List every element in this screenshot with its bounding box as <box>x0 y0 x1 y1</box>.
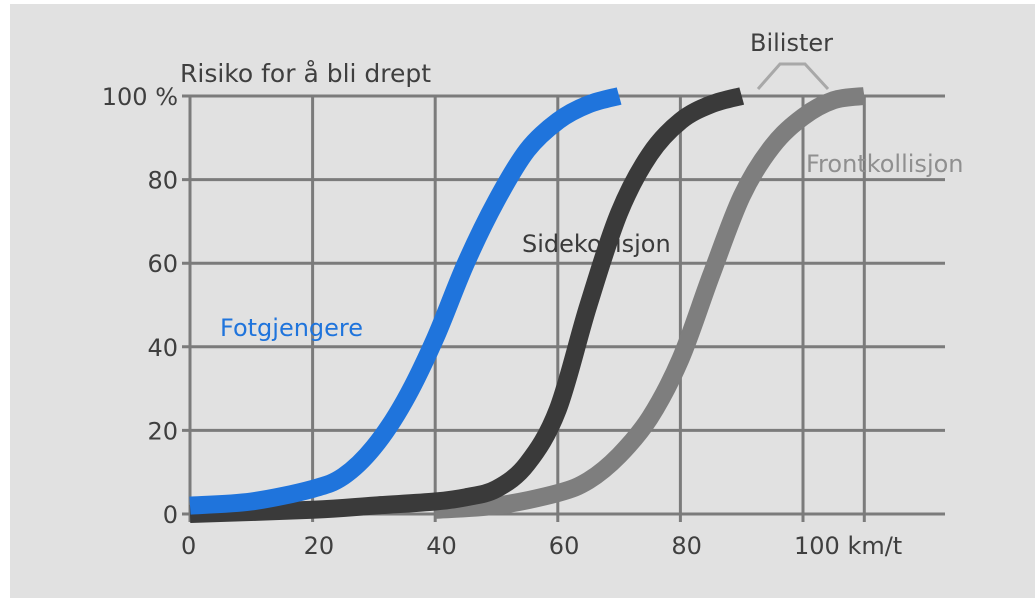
y-tick-label: 0 <box>163 501 178 529</box>
risk-chart: 0 20 40 60 80 100 % 0 20 40 60 80 100 km/t Risiko … <box>102 29 964 560</box>
y-tick-label: 100 % <box>102 83 178 111</box>
group-label-bracket <box>756 62 830 91</box>
series-label-sidekollisjon: Sidekollisjon <box>522 230 671 258</box>
group-label: Bilister <box>750 29 833 91</box>
y-tick-label: 60 <box>147 250 178 278</box>
grid <box>182 94 945 522</box>
series-label-fotgjengere: Fotgjengere <box>220 314 363 342</box>
series-label-frontkollisjon: Frontkollisjon <box>806 150 964 178</box>
series-line-frontkollisjon <box>434 87 866 519</box>
x-tick-label: 100 km/t <box>794 532 902 560</box>
y-tick-label: 40 <box>147 334 178 362</box>
chart-panel: 0 20 40 60 80 100 % 0 20 40 60 80 100 km/t Risiko … <box>10 4 1035 598</box>
chart-title: Risiko for å bli drept <box>180 59 431 88</box>
x-tick-label: 20 <box>304 532 335 560</box>
group-label-text: Bilister <box>750 29 833 57</box>
x-tick-label: 0 <box>181 532 196 560</box>
series-line-fotgjengere <box>189 87 622 515</box>
x-tick-labels: 0 20 40 60 80 100 km/t <box>181 532 902 560</box>
x-tick-label: 80 <box>671 532 702 560</box>
series-lines <box>189 87 866 523</box>
y-tick-labels: 0 20 40 60 80 100 % <box>102 83 178 529</box>
y-tick-label: 20 <box>147 417 178 445</box>
series-labels: Fotgjengere Sidekollisjon Frontkollisjon <box>220 150 964 342</box>
y-tick-label: 80 <box>147 167 178 195</box>
x-tick-label: 60 <box>549 532 580 560</box>
x-tick-label: 40 <box>426 532 457 560</box>
series-line-sidekollisjon <box>189 87 745 523</box>
